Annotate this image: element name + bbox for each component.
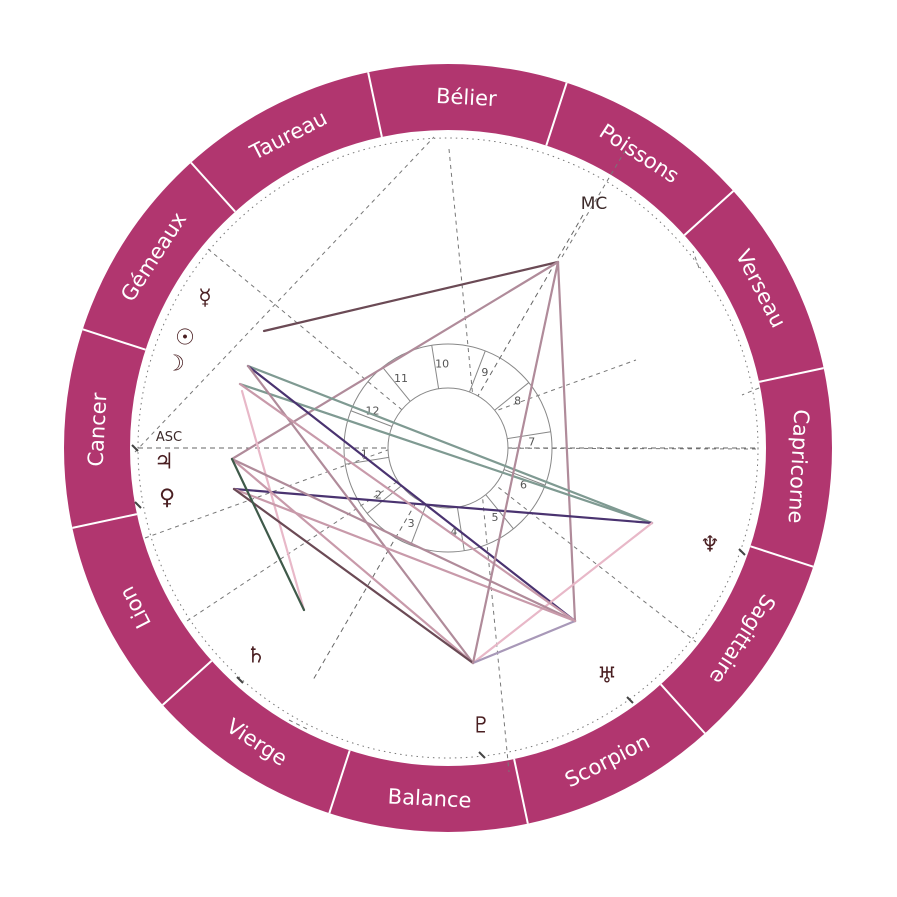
house-number: 11 <box>394 372 408 385</box>
house-cusp-line <box>144 359 637 539</box>
zodiac-divider <box>72 513 138 529</box>
house-divider <box>350 410 393 427</box>
aspect-line <box>240 389 306 612</box>
zodiac-divider <box>161 660 213 706</box>
aspect-line <box>230 260 560 461</box>
house-ring-inner <box>387 387 509 509</box>
house-divider <box>503 469 546 486</box>
house-divider <box>382 366 411 402</box>
zodiac-divider <box>513 758 529 824</box>
zodiac-divider <box>190 161 236 213</box>
planet-2-icon: ☽ <box>165 352 185 377</box>
aspect-line <box>230 457 306 612</box>
house-number: 1 <box>361 447 368 460</box>
planet-5-icon: ♄ <box>246 644 266 669</box>
zodiac-divider <box>328 750 351 814</box>
aspect-line <box>262 260 560 333</box>
planet-tick <box>478 751 486 759</box>
zodiac-ring-band <box>64 64 832 832</box>
house-cusp-line <box>288 719 310 731</box>
planet-tick <box>738 548 746 556</box>
house-number: 8 <box>514 395 521 408</box>
zodiac-divider <box>750 545 814 568</box>
house-cusp-line <box>741 387 760 396</box>
angle-labels: ASC MC <box>156 194 607 445</box>
planet-tick <box>131 444 139 452</box>
sign-label: Bélier <box>436 84 498 111</box>
planet-3-icon: ♃ <box>154 450 174 475</box>
planet-tick <box>236 676 244 684</box>
aspect-line <box>230 457 475 665</box>
house-divider <box>494 382 530 411</box>
aspect-line <box>471 260 560 665</box>
aspect-line <box>471 521 654 665</box>
sign-label: Balance <box>387 784 472 812</box>
aspect-line <box>471 619 577 665</box>
planet-glyphs: ☿☉☽ ♃ ♀ ♄ ♇ ♅ ♆ <box>154 286 720 739</box>
aspect-line <box>232 487 654 525</box>
aspect-line <box>246 364 577 623</box>
planet-1-icon: ☉ <box>175 326 195 351</box>
planet-0-icon: ☿ <box>198 286 212 311</box>
house-ring-outer <box>343 343 553 553</box>
zodiac-divider <box>545 82 568 146</box>
house-number: 7 <box>528 436 535 449</box>
zodiac-ring <box>64 64 832 832</box>
house-divider <box>366 485 402 514</box>
sign-label: Capricorne <box>784 409 814 524</box>
zodiac-divider <box>82 328 146 351</box>
ascendant-label: ASC <box>156 430 182 445</box>
house-number: 10 <box>435 358 449 371</box>
planet-tick <box>134 501 142 509</box>
house-divider <box>431 345 440 389</box>
aspect-line <box>232 487 577 623</box>
aspect-line <box>556 260 577 623</box>
house-number: 5 <box>491 511 498 524</box>
zodiac-divider <box>660 683 706 735</box>
house-divider <box>485 494 514 530</box>
house-number: 4 <box>450 525 457 538</box>
house-cusp-line <box>134 136 435 453</box>
house-number: 2 <box>375 488 382 501</box>
house-divider <box>469 350 486 393</box>
house-divider <box>456 507 465 551</box>
planet-6-icon: ♇ <box>471 714 491 739</box>
midheaven-label: MC <box>581 194 608 214</box>
house-cusp-line <box>692 250 700 269</box>
aspect-line <box>230 457 577 623</box>
aspect-line <box>238 382 577 623</box>
aspect-line <box>232 487 475 665</box>
aspect-line <box>238 382 654 525</box>
planet-7-icon: ♅ <box>597 664 617 689</box>
sign-label: Cancer <box>84 392 112 467</box>
house-number: 9 <box>481 366 488 379</box>
house-number: 12 <box>366 405 380 418</box>
planet-tick <box>626 696 634 704</box>
house-divider <box>507 431 551 440</box>
house-number: 3 <box>408 517 415 530</box>
aspect-line <box>246 364 654 525</box>
planet-8-icon: ♆ <box>700 533 720 558</box>
zodiac-divider <box>367 72 383 138</box>
zodiac-divider <box>758 367 824 383</box>
aspect-lines <box>230 260 654 665</box>
zodiac-divider <box>683 190 735 236</box>
planet-4-icon: ♀ <box>159 486 175 511</box>
house-number: 6 <box>520 478 527 491</box>
house-divider <box>410 503 427 546</box>
